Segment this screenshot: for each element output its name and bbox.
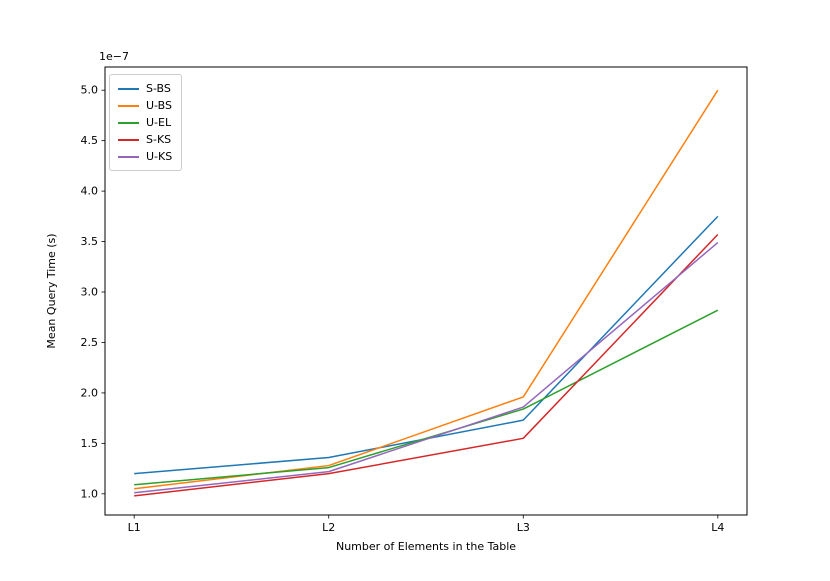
legend-line-swatch [118, 104, 139, 107]
legend-line-swatch [118, 87, 139, 90]
legend-item-U-EL: U-EL [118, 114, 172, 131]
y-tick-label: 3.5 [81, 235, 99, 248]
legend-label: S-BS [146, 82, 171, 95]
legend-label: S-KS [146, 133, 172, 146]
legend-label: U-EL [146, 116, 172, 129]
x-tick-label: L2 [322, 521, 335, 534]
plot-area [104, 66, 748, 516]
legend-label: U-BS [146, 99, 172, 112]
x-tick-label: L3 [517, 521, 530, 534]
legend-line-swatch [118, 155, 139, 158]
series-line-U-KS [134, 241, 719, 494]
x-axis-label: Number of Elements in the Table [335, 540, 517, 553]
y-axis-label: Mean Query Time (s) [45, 233, 58, 349]
legend-line-swatch [118, 138, 139, 141]
y-tick-label: 5.0 [81, 84, 99, 97]
y-tick-label: 4.5 [81, 134, 99, 147]
legend-item-U-BS: U-BS [118, 97, 172, 114]
series-line-U-EL [134, 309, 719, 486]
legend: S-BS U-BS U-EL S-KS U-KS [109, 74, 183, 171]
y-tick-label: 2.5 [81, 336, 99, 349]
y-tick-label: 4.0 [81, 185, 99, 198]
legend-item-S-KS: S-KS [118, 131, 172, 148]
series-line-U-BS [134, 89, 719, 490]
y-tick-label: 2.0 [81, 386, 99, 399]
legend-line-swatch [118, 121, 139, 124]
legend-item-U-KS: U-KS [118, 148, 172, 165]
y-tick-label: 1.0 [81, 487, 99, 500]
y-tick-label: 3.0 [81, 286, 99, 299]
legend-item-S-BS: S-BS [118, 80, 172, 97]
x-tick-label: L1 [128, 521, 141, 534]
x-tick-label: L4 [711, 521, 724, 534]
y-tick-label: 1.5 [81, 437, 99, 450]
y-axis-offset-label: 1e−7 [99, 50, 129, 63]
legend-label: U-KS [146, 150, 173, 163]
series-line-S-KS [134, 233, 719, 497]
